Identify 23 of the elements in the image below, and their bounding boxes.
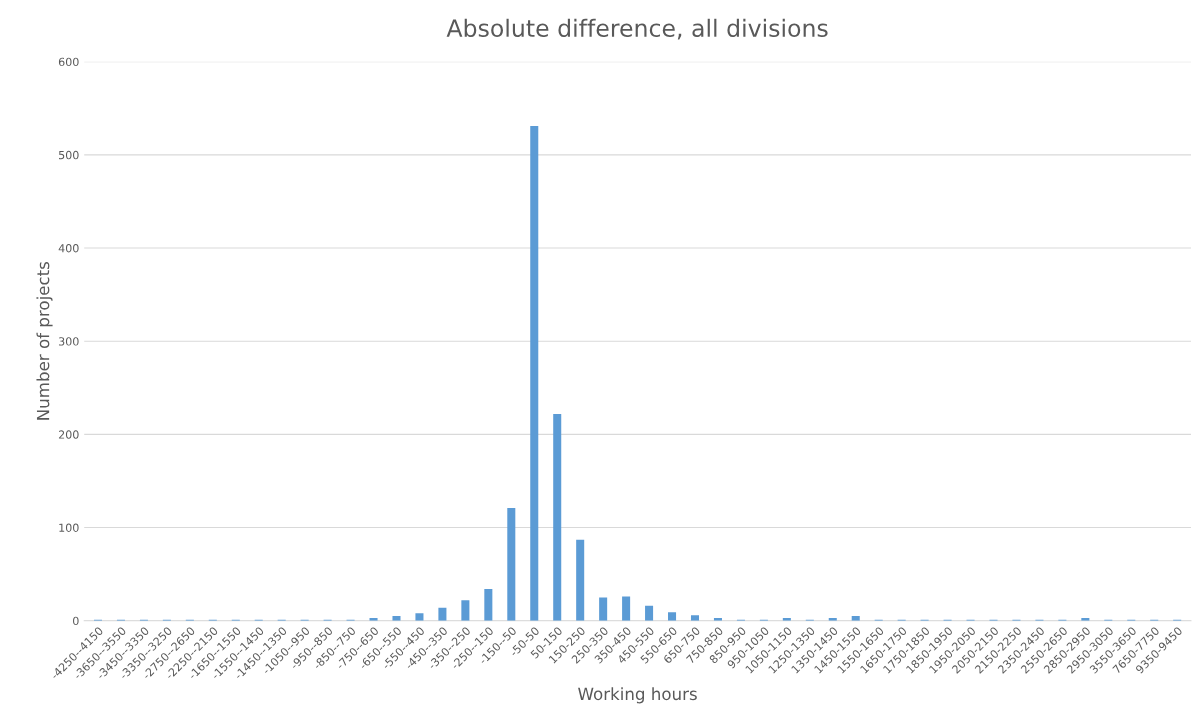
y-tick-label: 100: [59, 523, 79, 532]
bar: [668, 612, 677, 621]
y-tick-label: 200: [58, 430, 79, 439]
y-tick-label: 0: [73, 616, 79, 626]
bar: [392, 616, 401, 621]
bar: [438, 607, 447, 621]
bar: [576, 539, 585, 621]
bar: [484, 589, 493, 621]
y-axis-title: Number of projects: [36, 261, 53, 420]
bar: [645, 605, 654, 621]
bar: [553, 413, 562, 621]
bar: [461, 600, 470, 621]
y-tick-label: 500: [59, 150, 79, 160]
bar: [530, 126, 539, 621]
bar: [415, 613, 424, 621]
y-tick-label: 400: [58, 244, 79, 253]
y-tick-label: 300: [58, 337, 79, 346]
bar: [507, 507, 516, 621]
bar: [599, 597, 608, 621]
x-axis-title: Working hours: [578, 687, 697, 704]
bar: [622, 596, 631, 621]
chart-title: Absolute difference, all divisions: [446, 18, 828, 40]
y-tick-label: 600: [58, 57, 79, 67]
